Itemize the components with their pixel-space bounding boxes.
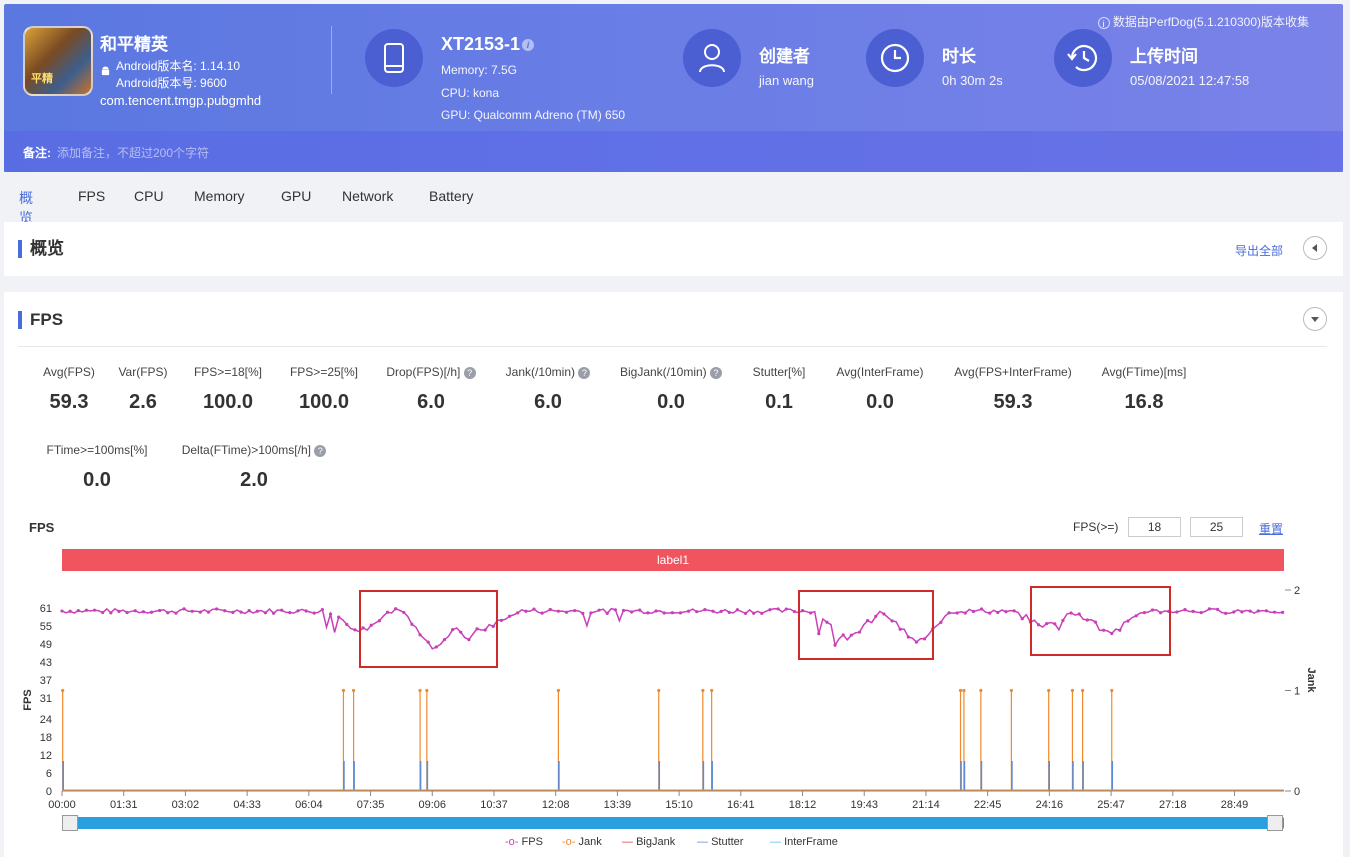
legend-fps[interactable]: -o- FPS [505, 836, 543, 848]
metric-avg-ftime: Avg(FTime)[ms] 16.8 [1101, 365, 1187, 413]
metric-delta-ftime: Delta(FTime)>100ms[/h] ? 2.0 [172, 443, 336, 492]
help-icon[interactable]: ? [463, 366, 476, 379]
overview-card: 概览 导出全部 [4, 222, 1343, 276]
fps-section-title: FPS [18, 311, 63, 329]
chart-title: FPS [29, 520, 55, 535]
device-gpu: GPU: Qualcomm Adreno (TM) 650 [441, 108, 626, 122]
creator-value: jian wang [759, 73, 814, 88]
help-icon[interactable]: ? [710, 366, 723, 379]
tab-memory[interactable]: Memory [194, 188, 245, 204]
note-bar[interactable]: 备注: 添加备注，不超过200个字符 [4, 131, 1343, 172]
package-name: com.tencent.tmgp.pubgmhd [100, 93, 262, 108]
tab-fps[interactable]: FPS [78, 188, 106, 204]
app-version-name: Android版本名: 1.14.10 [116, 59, 241, 73]
duration-title: 时长 [942, 47, 976, 66]
threshold-input-1[interactable]: 18 [1128, 517, 1181, 537]
device-cpu: CPU: kona [441, 86, 500, 100]
legend-jank[interactable]: -o- Jank [562, 836, 602, 848]
note-label: 备注: [23, 146, 51, 160]
upload-value: 05/08/2021 12:47:58 [1130, 73, 1250, 88]
metric-avg-interframe: Avg(InterFrame) 0.0 [836, 365, 924, 413]
metric-var-fps: Var(FPS) 2.6 [118, 365, 168, 413]
metric-ftime-100: FTime>=100ms[%] 0.0 [46, 443, 148, 491]
user-icon [683, 29, 741, 87]
metric-fps-18: FPS>=18[%] 100.0 [193, 365, 263, 413]
threshold-label: FPS(>=) [1073, 520, 1119, 534]
metric-fps-25: FPS>=25[%] 100.0 [289, 365, 359, 413]
android-icon [101, 66, 110, 76]
app-icon: 平精 [23, 26, 93, 96]
tab-gpu[interactable]: GPU [281, 188, 312, 204]
help-icon[interactable]: ? [578, 366, 591, 379]
creator-title: 创建者 [759, 47, 810, 66]
collapse-down-button[interactable] [1303, 307, 1327, 331]
collapse-left-button[interactable] [1303, 236, 1327, 260]
app-version-code: Android版本号: 9600 [116, 76, 227, 90]
device-memory: Memory: 7.5G [441, 63, 518, 77]
clock-icon [866, 29, 924, 87]
fps-card: FPS [4, 292, 1343, 857]
overview-title: 概览 [18, 240, 64, 258]
threshold-input-2[interactable]: 25 [1190, 517, 1243, 537]
range-slider-left-handle[interactable] [62, 815, 78, 831]
legend-interframe[interactable]: — InterFrame [770, 836, 838, 848]
divider [18, 346, 1327, 347]
device-icon [365, 29, 423, 87]
range-slider-right-handle[interactable] [1267, 815, 1283, 831]
legend-bigjank[interactable]: — BigJank [622, 836, 676, 848]
divider [331, 26, 332, 94]
app-name: 和平精英 [100, 35, 168, 54]
reset-link[interactable]: 重置 [1259, 522, 1284, 536]
device-name: XT2153-1 i [441, 34, 535, 55]
metric-drop-fps: Drop(FPS)[/h] ? 6.0 [381, 365, 481, 414]
metric-jank: Jank(/10min) ? 6.0 [499, 365, 597, 414]
info-icon[interactable]: i [522, 39, 535, 52]
history-icon [1054, 29, 1112, 87]
help-icon[interactable]: ? [314, 444, 327, 457]
report-header: 平精 和平精英 Android版本名: 1.14.10 Android版本号: … [4, 4, 1343, 172]
source-note: i 数据由PerfDog(5.1.210300)版本收集 [1096, 13, 1309, 30]
info-icon: i [1097, 16, 1110, 29]
metric-stutter: Stutter[%] 0.1 [752, 365, 806, 413]
duration-value: 0h 30m 2s [942, 73, 1003, 88]
tab-battery[interactable]: Battery [429, 188, 474, 204]
upload-title: 上传时间 [1130, 47, 1198, 66]
range-slider-track[interactable] [62, 817, 1284, 829]
tab-cpu[interactable]: CPU [134, 188, 164, 204]
metric-avg-fps-interframe: Avg(FPS+InterFrame) 59.3 [954, 365, 1072, 413]
metric-bigjank: BigJank(/10min) ? 0.0 [613, 365, 729, 414]
caret-down-icon [1311, 317, 1319, 322]
label-band[interactable]: label1 [62, 549, 1284, 571]
legend-stutter[interactable]: — Stutter [697, 836, 744, 848]
caret-left-icon [1312, 244, 1317, 252]
tab-network[interactable]: Network [342, 188, 394, 204]
export-all-link[interactable]: 导出全部 [1234, 244, 1283, 258]
note-input[interactable]: 添加备注，不超过200个字符 [57, 146, 210, 160]
metric-avg-fps: Avg(FPS) 59.3 [43, 365, 95, 413]
